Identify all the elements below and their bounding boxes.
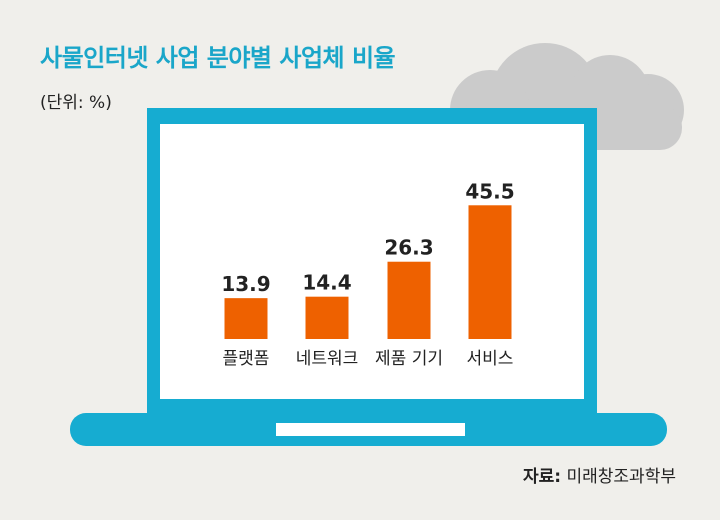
source-note: 자료: 미래창조과학부: [523, 462, 676, 487]
unit-note: (단위: %): [40, 93, 112, 113]
source-label: 자료:: [523, 467, 562, 487]
category-label-3: 제품 기기: [375, 349, 443, 369]
bar-series: 13.9 플랫폼 14.4 네트워크 26.3 제품 기기 45.5 서비스: [221, 179, 514, 369]
source-value: 미래창조과학부: [566, 467, 676, 487]
bar-value-label-1: 13.9: [221, 272, 270, 296]
bar-1: [224, 298, 268, 339]
bar-2: [305, 296, 349, 339]
bar-value-label-4: 45.5: [465, 179, 514, 203]
category-label-2: 네트워크: [296, 349, 359, 369]
laptop-display: [160, 124, 584, 399]
category-label-1: 플랫폼: [223, 349, 270, 369]
bar-value-label-3: 26.3: [384, 236, 433, 260]
bar-4: [468, 205, 512, 339]
bar-3: [387, 261, 431, 339]
category-label-4: 서비스: [467, 349, 514, 369]
laptop-trackpad: [276, 423, 465, 436]
bar-value-label-2: 14.4: [302, 271, 351, 295]
chart-title: 사물인터넷 사업 분야별 사업체 비율: [40, 44, 396, 72]
